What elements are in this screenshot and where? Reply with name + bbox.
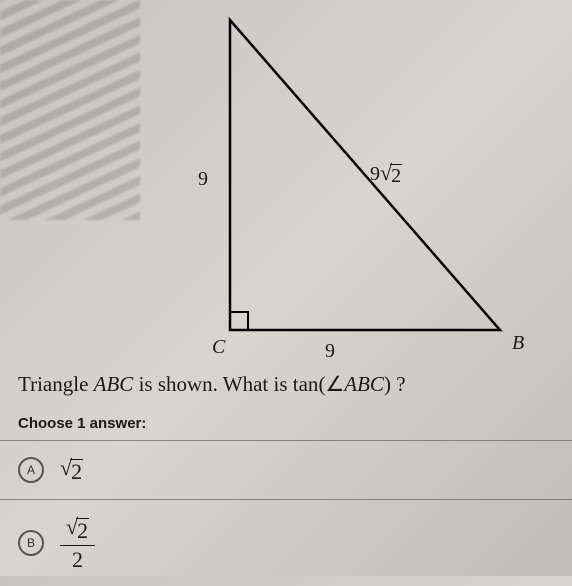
choose-label: Choose 1 answer:: [0, 405, 572, 440]
question-mid: is shown. What is: [133, 372, 292, 396]
option-b-letter: B: [27, 536, 35, 550]
question-suffix: ?: [391, 372, 406, 396]
option-b-circle[interactable]: B: [18, 530, 44, 556]
triangle-name: ABC: [94, 372, 134, 396]
option-b-value: √2 2: [60, 514, 95, 572]
triangle-svg: [180, 0, 520, 360]
side-bottom-label: 9: [325, 340, 335, 363]
option-a-letter: A: [27, 463, 35, 477]
vertex-b-label: B: [512, 332, 524, 355]
question-text: Triangle ABC is shown. What is tan(∠ABC)…: [0, 360, 572, 405]
option-b[interactable]: B √2 2: [0, 500, 572, 586]
triangle-shape: [230, 20, 500, 330]
tan-func: tan: [293, 372, 319, 396]
triangle-figure: 9 9√2 9 C B: [0, 0, 572, 360]
option-a-circle[interactable]: A: [18, 457, 44, 483]
option-a-value: √2: [60, 455, 83, 484]
side-left-label: 9: [198, 168, 208, 191]
question-prefix: Triangle: [18, 372, 94, 396]
angle-expr: (∠ABC): [318, 372, 391, 396]
option-a[interactable]: A √2: [0, 441, 572, 498]
right-angle-marker: [230, 312, 248, 330]
vertex-c-label: C: [212, 336, 225, 359]
side-hypotenuse-label: 9√2: [370, 162, 402, 187]
